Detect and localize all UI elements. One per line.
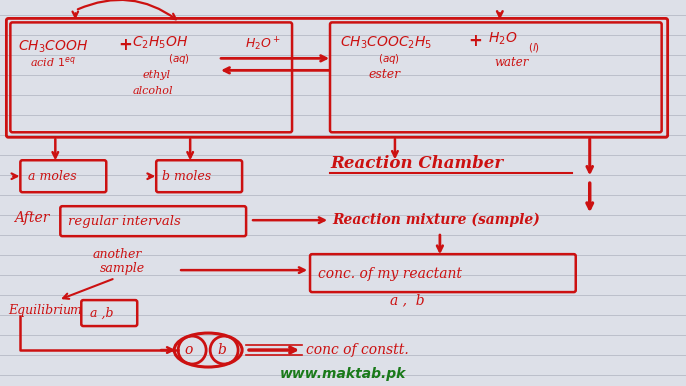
- Text: o: o: [184, 343, 193, 357]
- Text: www.maktab.pk: www.maktab.pk: [280, 367, 406, 381]
- Text: $H_2O$: $H_2O$: [488, 30, 517, 47]
- Text: b: b: [217, 343, 226, 357]
- Text: a moles: a moles: [28, 170, 77, 183]
- Text: um: um: [62, 304, 82, 317]
- Text: ethyl: ethyl: [142, 70, 170, 80]
- Text: Equilibri: Equilibri: [8, 304, 64, 317]
- Text: After: After: [14, 211, 49, 225]
- Text: $C_2H_5OH$: $C_2H_5OH$: [132, 34, 189, 51]
- Text: $(aq)$: $(aq)$: [378, 52, 400, 66]
- Text: conc. of my reactant: conc. of my reactant: [318, 267, 462, 281]
- Text: another: another: [93, 248, 141, 261]
- Text: a ,  b: a , b: [390, 293, 425, 307]
- Text: Reaction Chamber: Reaction Chamber: [330, 155, 503, 172]
- Text: $(aq)$: $(aq)$: [168, 52, 190, 66]
- Text: $H_2O^+$: $H_2O^+$: [245, 36, 281, 53]
- Text: a ,b: a ,b: [91, 307, 114, 320]
- Text: $(l)$: $(l)$: [528, 41, 540, 54]
- Text: Reaction mixture (sample): Reaction mixture (sample): [332, 213, 540, 227]
- Text: +: +: [468, 32, 482, 50]
- Text: regular intervals: regular intervals: [69, 215, 181, 228]
- Text: $CH_3COOH$: $CH_3COOH$: [19, 38, 88, 55]
- Text: ester: ester: [368, 68, 400, 81]
- Text: alcohol: alcohol: [132, 86, 173, 96]
- Text: sample: sample: [100, 262, 145, 275]
- Text: water: water: [495, 56, 529, 69]
- Text: acid $1^{eq}$: acid $1^{eq}$: [30, 55, 76, 69]
- Text: conc of constt.: conc of constt.: [306, 343, 409, 357]
- Text: +: +: [118, 36, 132, 54]
- Text: b moles: b moles: [162, 170, 211, 183]
- Text: $CH_3COOC_2H_5$: $CH_3COOC_2H_5$: [340, 34, 432, 51]
